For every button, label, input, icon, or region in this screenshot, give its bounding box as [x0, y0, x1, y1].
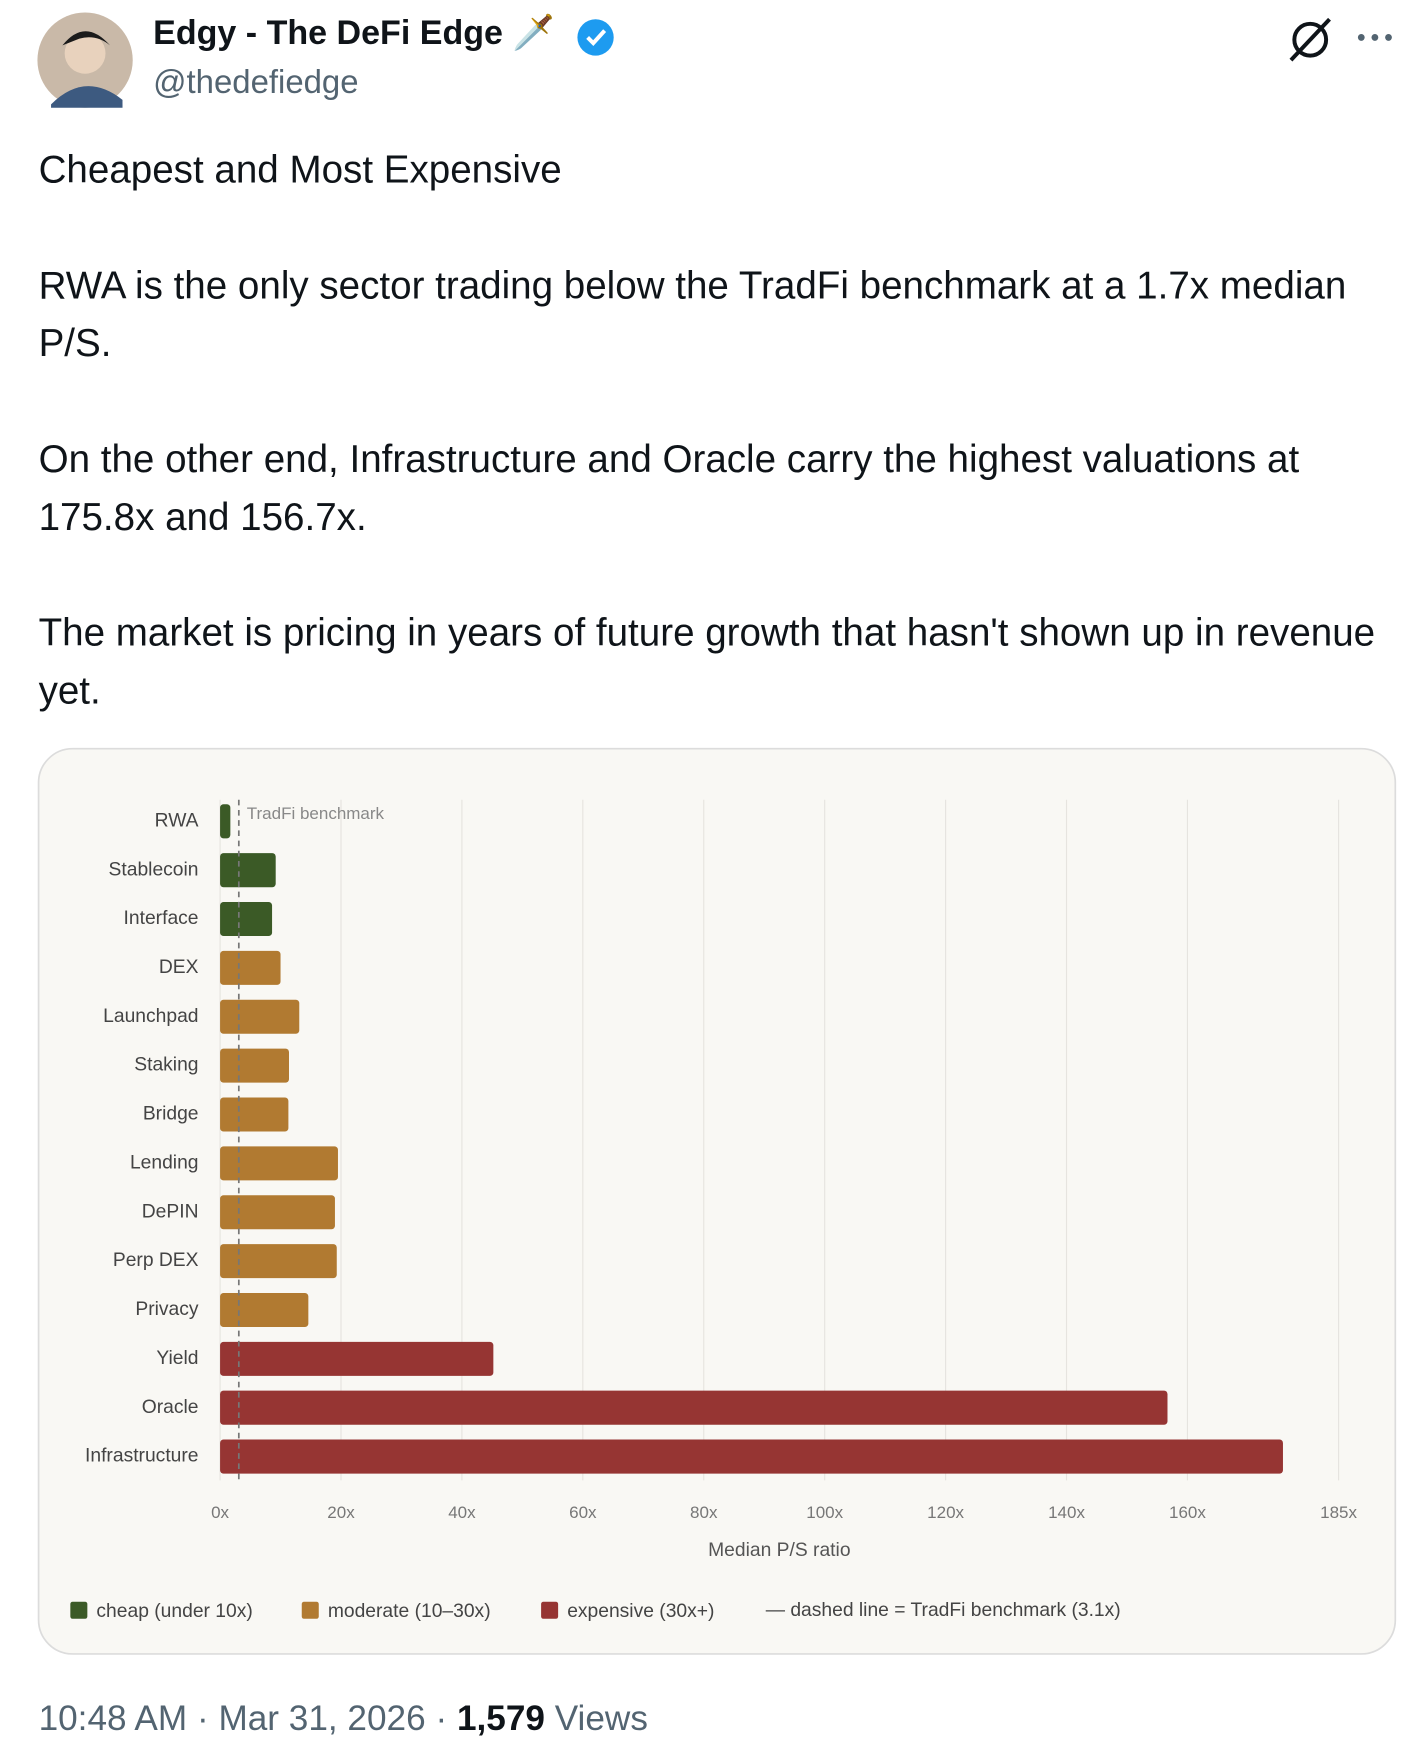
- x-tick-label: 100x: [806, 1503, 843, 1522]
- legend-label: expensive (30x+): [567, 1601, 714, 1622]
- x-tick-label: 160x: [1169, 1503, 1206, 1522]
- views-label: Views: [554, 1698, 648, 1738]
- x-tick-label: 80x: [690, 1503, 718, 1522]
- y-tick-label: Lending: [130, 1152, 199, 1173]
- y-tick-label: Bridge: [143, 1104, 199, 1125]
- separator: ·: [435, 1698, 448, 1738]
- handle[interactable]: @thedefiedge: [153, 64, 359, 101]
- legend-note: — dashed line = TradFi benchmark (3.1x): [766, 1600, 1121, 1621]
- chart: Median P/S ratio 0x 20x 40x 60x 80x 100x 120x 1…: [70, 799, 1358, 1622]
- bar: [220, 902, 273, 937]
- grok-icon[interactable]: [1289, 17, 1331, 62]
- paragraph: RWA is the only sector trading below the…: [38, 264, 1347, 366]
- views-count: 1,579: [456, 1698, 545, 1738]
- y-tick-label: Staking: [134, 1055, 198, 1076]
- separator: ·: [196, 1698, 209, 1738]
- time[interactable]: 10:48 AM: [38, 1698, 188, 1738]
- paragraph: Cheapest and Most Expensive: [38, 148, 562, 192]
- x-tick-label: 40x: [448, 1503, 476, 1522]
- author-emoji: 🗡️: [512, 14, 555, 53]
- y-tick-label: DePIN: [142, 1201, 199, 1222]
- verified-badge: [577, 19, 614, 56]
- bar: [220, 1097, 289, 1132]
- y-tick-label: DEX: [159, 957, 199, 978]
- x-tick-label: 20x: [327, 1503, 355, 1522]
- bar: [220, 1292, 309, 1327]
- avatar-body: [51, 86, 123, 108]
- bar: [220, 1146, 338, 1181]
- y-tick-label: Infrastructure: [85, 1446, 199, 1467]
- y-tick-label: Perp DEX: [113, 1250, 199, 1271]
- legend-swatch: [301, 1601, 319, 1619]
- legend-label: cheap (under 10x): [96, 1601, 252, 1622]
- x-tick-label: 140x: [1048, 1503, 1085, 1522]
- bar: [220, 950, 281, 985]
- x-tick-label: 0x: [211, 1503, 229, 1522]
- bar: [220, 1439, 1283, 1474]
- legend-label: moderate (10–30x): [328, 1601, 491, 1622]
- x-tick-label: 185x: [1320, 1503, 1357, 1522]
- bar: [220, 853, 276, 888]
- x-tick-label: 60x: [569, 1503, 597, 1522]
- author-name-text: Edgy - The DeFi Edge: [153, 14, 503, 53]
- y-tick-label: Privacy: [135, 1299, 199, 1320]
- bar: [220, 1341, 494, 1376]
- x-axis-title: Median P/S ratio: [708, 1540, 850, 1561]
- y-tick-label: RWA: [155, 810, 199, 831]
- benchmark-label: TradFi benchmark: [247, 804, 385, 823]
- avatar-hair: [62, 31, 111, 46]
- paragraph: The market is pricing in years of future…: [38, 611, 1376, 713]
- y-tick-label: Yield: [156, 1348, 198, 1369]
- bar: [220, 1244, 337, 1279]
- bar: [220, 1390, 1168, 1425]
- x-tick-label: 120x: [927, 1503, 964, 1522]
- chart-card: [37, 747, 1397, 1655]
- y-tick-label: Stablecoin: [109, 859, 199, 880]
- tweet-text: Cheapest and Most Expensive RWA is the o…: [39, 142, 1383, 778]
- legend-swatch: [541, 1601, 559, 1619]
- y-tick-label: Launchpad: [103, 1006, 198, 1027]
- y-tick-label: Interface: [124, 908, 199, 929]
- y-tick-label: Oracle: [142, 1397, 199, 1418]
- bar: [220, 1195, 335, 1230]
- avatar-face: [64, 32, 106, 74]
- bar: [220, 804, 231, 839]
- more-icon[interactable]: [1357, 34, 1392, 41]
- date[interactable]: Mar 31, 2026: [218, 1698, 426, 1738]
- paragraph: On the other end, Infrastructure and Ora…: [38, 437, 1300, 539]
- tweet-meta: 10:48 AM · Mar 31, 2026 · 1,579 Views: [39, 1698, 648, 1739]
- bar: [220, 1048, 289, 1083]
- bar: [220, 999, 300, 1034]
- author-name[interactable]: Edgy - The DeFi Edge 🗡️: [153, 14, 555, 54]
- legend-swatch: [70, 1601, 88, 1619]
